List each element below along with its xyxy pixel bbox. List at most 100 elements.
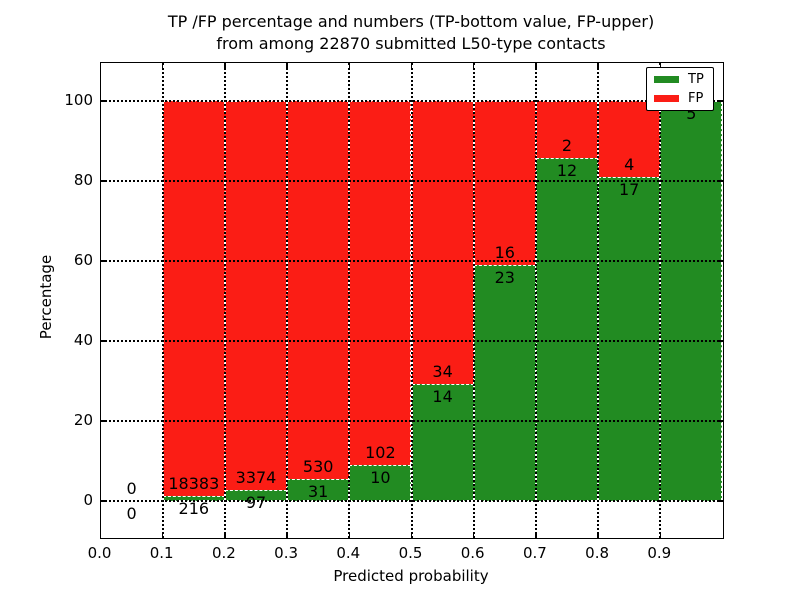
x-tick-label: 0.4 [336, 544, 361, 562]
x-tick-label: 0.8 [585, 544, 610, 562]
y-tick-label: 0 [83, 490, 93, 509]
tp-count-label: 10 [370, 468, 391, 488]
tp-count-label: 216 [178, 499, 210, 519]
y-tick-label: 100 [64, 90, 93, 109]
y-axis-tick-right [716, 340, 723, 342]
x-axis-tick-top [410, 63, 413, 69]
vertical-gridline [659, 63, 662, 538]
bar-segment-tp [473, 265, 536, 501]
vertical-gridline [472, 63, 475, 538]
y-axis-tick-right [716, 500, 723, 502]
tp-count-label: 5 [686, 104, 697, 123]
x-axis-tick [659, 532, 662, 538]
legend-swatch-fp-icon [654, 94, 679, 102]
bar-segment-fp [162, 101, 225, 497]
bar-segment-fp [349, 101, 412, 466]
bar-segment-tp [349, 465, 412, 501]
vertical-gridline [223, 63, 226, 538]
vertical-gridline [410, 63, 413, 538]
y-axis-tick [100, 260, 107, 262]
fp-count-label: 16 [494, 243, 515, 263]
horizontal-gridline [100, 500, 723, 502]
x-tick-label: 0.3 [274, 544, 299, 562]
horizontal-gridline [100, 340, 723, 342]
vertical-gridline [286, 63, 289, 538]
y-tick-label: 60 [73, 250, 93, 269]
tp-count-label: 23 [494, 268, 515, 288]
tp-count-label: 17 [619, 180, 640, 200]
vertical-gridline [348, 63, 351, 538]
chart-title-line2: from among 22870 submitted L50-type cont… [216, 34, 606, 53]
y-axis-tick [100, 420, 107, 422]
y-tick-label: 20 [73, 410, 93, 429]
tp-count-label: 12 [556, 161, 578, 181]
x-axis-tick [472, 532, 475, 538]
vertical-gridline [597, 63, 600, 538]
x-axis-label: Predicted probability [333, 567, 489, 585]
x-axis-tick [161, 532, 164, 538]
horizontal-gridline [100, 100, 723, 102]
tp-count-label: 31 [308, 481, 329, 501]
vertical-gridline [161, 63, 164, 538]
y-axis-tick-right [716, 100, 723, 102]
x-axis-tick-top [659, 63, 662, 69]
x-axis-tick-top [348, 63, 351, 69]
x-axis-tick-top [224, 63, 226, 69]
fp-count-label: 2 [561, 136, 573, 156]
fp-count-label: 34 [432, 362, 453, 382]
fp-count-label: 0 [126, 479, 137, 498]
x-tick-label: 0.2 [211, 544, 236, 562]
x-axis-tick [535, 532, 537, 538]
fp-count-label: 3374 [235, 467, 277, 487]
x-tick-label: 0.6 [460, 544, 485, 562]
legend-label-fp: FP [688, 90, 704, 106]
y-axis-tick-right [716, 180, 723, 182]
x-axis-tick [224, 532, 226, 538]
y-axis-tick-right [716, 260, 723, 262]
x-tick-label: 0.1 [149, 544, 174, 562]
x-tick-label: 0.5 [398, 544, 423, 562]
y-axis-tick [100, 180, 107, 182]
bar-segment-tp [660, 101, 723, 501]
fp-count-label: 18383 [168, 474, 220, 494]
y-tick-label: 80 [73, 170, 93, 189]
x-tick-label: 0.9 [647, 544, 672, 562]
x-axis-tick-top [161, 63, 164, 69]
tp-count-label: 14 [432, 387, 453, 407]
bar-segment-tp [535, 158, 599, 501]
fp-count-label: 4 [624, 155, 635, 175]
legend-item-tp: TP [654, 72, 706, 87]
x-axis-tick [410, 532, 413, 538]
x-tick-label: 0.7 [522, 544, 547, 562]
x-axis-tick [597, 532, 599, 538]
legend-swatch-tp-icon [654, 76, 679, 84]
horizontal-gridline [100, 180, 723, 182]
tp-count-label: 97 [245, 492, 267, 512]
x-axis-tick-top [535, 63, 537, 69]
bar-segment-fp [473, 101, 536, 266]
y-axis-tick [100, 500, 107, 502]
y-tick-label: 40 [73, 330, 93, 349]
vertical-gridline [534, 63, 537, 538]
bar-segment-fp [224, 101, 288, 490]
x-axis-tick-top [472, 63, 475, 69]
plot-area: 0 0 18383 216 3374 97 530 31 102 10 34 14 16 23 2 12 4 17… [99, 62, 724, 539]
x-axis-tick [286, 532, 288, 538]
fp-count-label: 102 [365, 443, 396, 463]
y-axis-tick-right [716, 420, 723, 422]
x-axis-tick [348, 532, 351, 538]
bar-segment-fp [287, 101, 350, 479]
horizontal-gridline [100, 420, 723, 422]
legend-item-fp: FP [654, 91, 706, 106]
y-axis-tick [100, 340, 107, 342]
legend: TP FP [646, 67, 714, 111]
chart-title-line1: TP /FP percentage and numbers (TP-bottom… [167, 12, 655, 31]
x-axis-tick-top [597, 63, 599, 69]
tp-count-label: 0 [126, 504, 137, 523]
x-tick-label: 0.0 [87, 544, 112, 562]
horizontal-gridline [100, 260, 723, 262]
x-axis-tick-top [99, 63, 102, 69]
legend-label-tp: TP [688, 72, 704, 88]
x-axis-tick [99, 532, 102, 538]
